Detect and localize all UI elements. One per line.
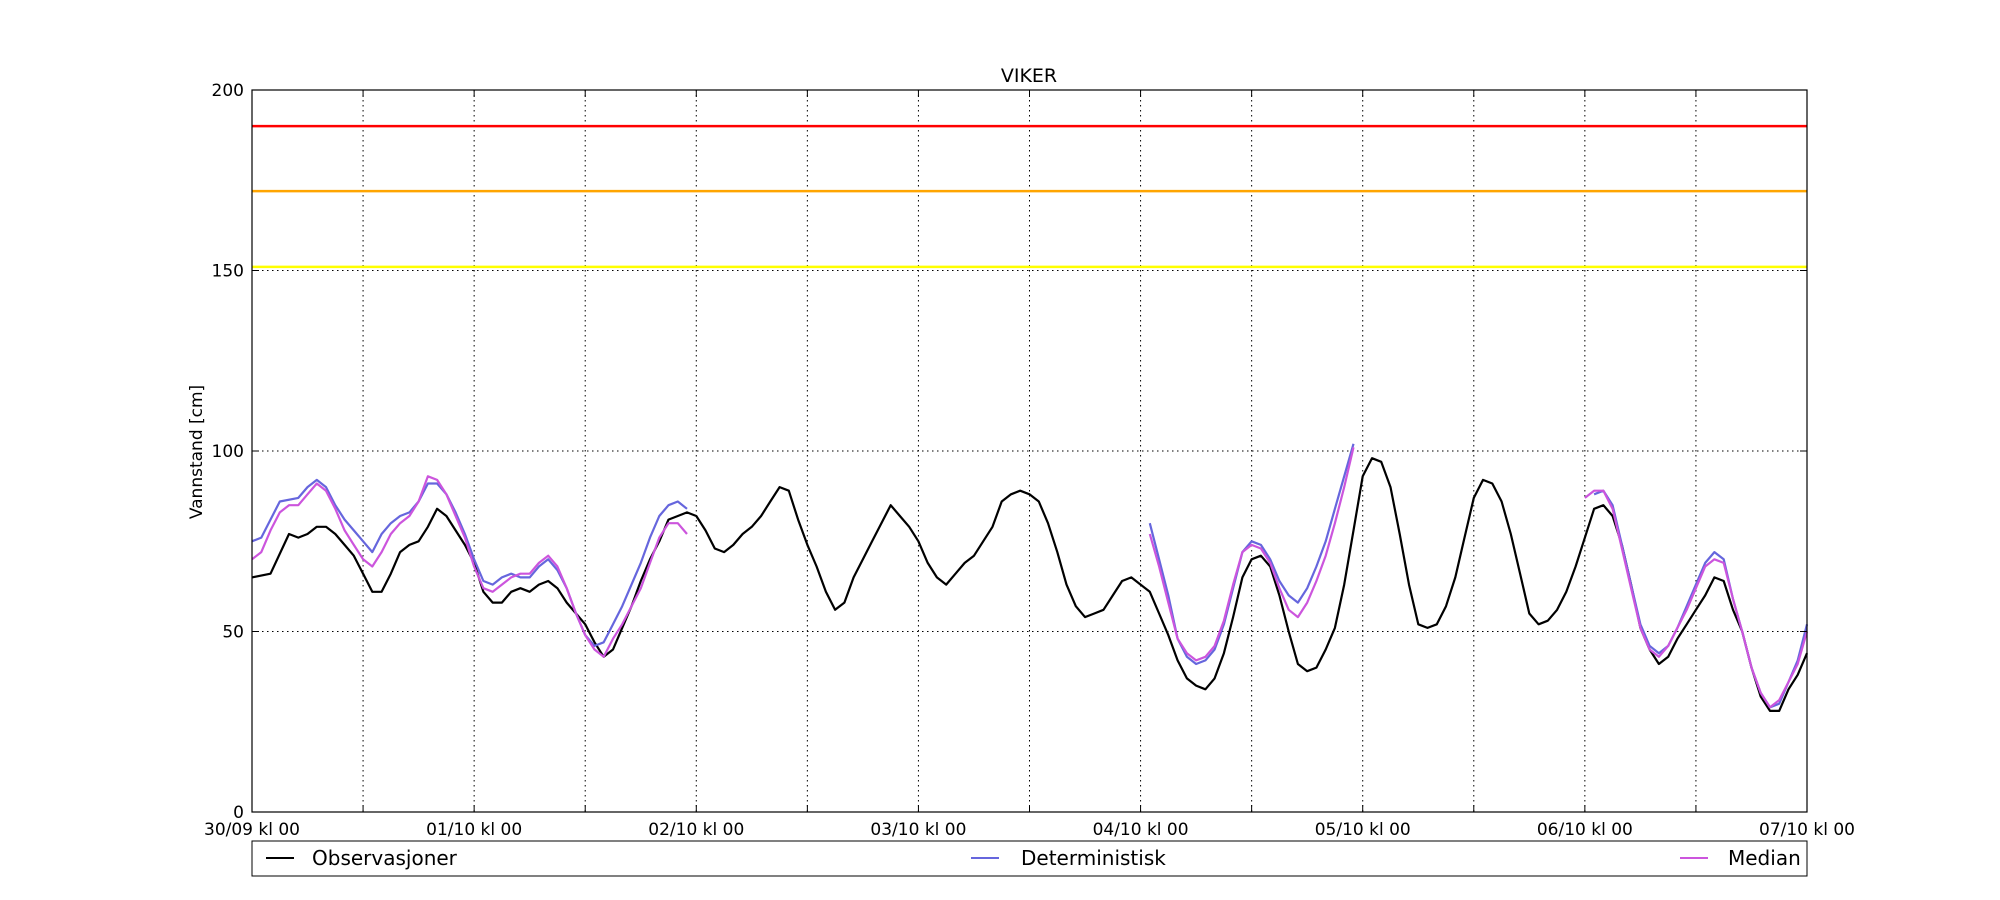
grid-lines bbox=[252, 90, 1807, 812]
x-tick-label-10: 05/10 kl 00 bbox=[1315, 820, 1411, 840]
series-line-deterministisk-1 bbox=[1148, 443, 1355, 666]
y-axis-label: Vannstand [cm] bbox=[187, 385, 207, 519]
series-line-deterministisk-2 bbox=[1593, 489, 1809, 709]
chart-title: VIKER bbox=[1001, 65, 1057, 87]
x-tick-label-0: 30/09 kl 00 bbox=[204, 820, 300, 840]
legend-label-median: Median bbox=[1728, 846, 1801, 870]
series-line-median-0 bbox=[251, 475, 688, 658]
x-tick-label-2: 01/10 kl 00 bbox=[426, 820, 522, 840]
axis-ticks: 0 50 100 150 200 30/09 kl 00 01/10 kl 00 02/10 … bbox=[204, 81, 1855, 840]
legend-label-deterministisk: Deterministisk bbox=[1021, 846, 1166, 870]
y-tick-label-3: 150 bbox=[212, 262, 244, 282]
series-line-median-1 bbox=[1148, 447, 1355, 662]
series-line-median-2 bbox=[1584, 489, 1809, 709]
x-tick-label-6: 03/10 kl 00 bbox=[870, 820, 966, 840]
series-lines bbox=[251, 443, 1809, 712]
x-tick-label-12: 06/10 kl 00 bbox=[1537, 820, 1633, 840]
legend: Observasjoner Deterministisk Median bbox=[251, 840, 1808, 877]
x-tick-label-14: 07/10 kl 00 bbox=[1759, 820, 1855, 840]
threshold-lines bbox=[252, 124, 1807, 269]
x-tick-label-8: 04/10 kl 00 bbox=[1093, 820, 1189, 840]
y-tick-label-1: 50 bbox=[222, 623, 244, 643]
legend-box bbox=[251, 840, 1808, 877]
x-tick-label-4: 02/10 kl 00 bbox=[648, 820, 744, 840]
series-line-deterministisk-0 bbox=[251, 478, 688, 647]
y-tick-label-0: 0 bbox=[233, 803, 244, 823]
y-tick-label-4: 200 bbox=[212, 81, 244, 101]
y-tick-label-2: 100 bbox=[212, 442, 244, 462]
legend-label-observasjoner: Observasjoner bbox=[312, 846, 458, 870]
series-line-observasjoner-0 bbox=[251, 457, 1809, 712]
